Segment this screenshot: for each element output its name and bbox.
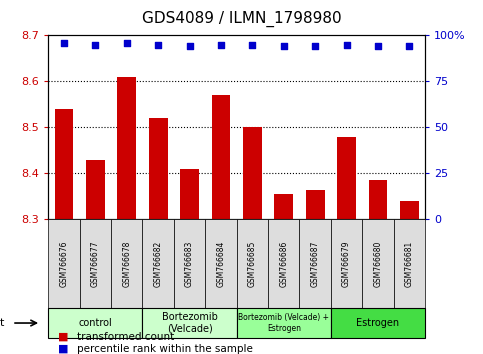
Bar — [243, 127, 262, 219]
Bar — [149, 118, 168, 219]
Point — [343, 42, 351, 47]
Bar — [212, 95, 230, 219]
Text: GSM766678: GSM766678 — [122, 240, 131, 287]
Text: agent: agent — [0, 318, 5, 328]
Point — [123, 40, 131, 46]
Point — [249, 42, 256, 47]
Bar — [306, 189, 325, 219]
Text: transformed count: transformed count — [77, 332, 174, 342]
Bar — [55, 109, 73, 219]
Text: control: control — [79, 318, 112, 328]
Text: ■: ■ — [58, 332, 69, 342]
Bar — [400, 201, 419, 219]
Bar — [369, 180, 387, 219]
Point — [374, 44, 382, 49]
Text: GDS4089 / ILMN_1798980: GDS4089 / ILMN_1798980 — [142, 11, 341, 27]
Point — [217, 42, 225, 47]
Text: Bortezomib
(Velcade): Bortezomib (Velcade) — [162, 312, 217, 334]
Text: GSM766679: GSM766679 — [342, 240, 351, 287]
Bar — [337, 137, 356, 219]
Text: percentile rank within the sample: percentile rank within the sample — [77, 344, 253, 354]
Bar — [180, 169, 199, 219]
Point — [312, 44, 319, 49]
Text: Bortezomib (Velcade) +
Estrogen: Bortezomib (Velcade) + Estrogen — [238, 313, 329, 333]
Bar — [274, 194, 293, 219]
Text: GSM766682: GSM766682 — [154, 241, 163, 287]
Text: GSM766683: GSM766683 — [185, 240, 194, 287]
Bar — [86, 160, 105, 219]
Text: GSM766677: GSM766677 — [91, 240, 100, 287]
Text: ■: ■ — [58, 344, 69, 354]
Point — [280, 44, 288, 49]
Point — [92, 42, 99, 47]
Bar — [117, 77, 136, 219]
Point — [155, 42, 162, 47]
Text: GSM766684: GSM766684 — [216, 240, 226, 287]
Text: Estrogen: Estrogen — [356, 318, 399, 328]
Point — [60, 40, 68, 46]
Text: GSM766676: GSM766676 — [59, 240, 69, 287]
Point — [186, 44, 194, 49]
Text: GSM766680: GSM766680 — [373, 240, 383, 287]
Text: GSM766686: GSM766686 — [279, 240, 288, 287]
Text: GSM766685: GSM766685 — [248, 240, 257, 287]
Text: GSM766681: GSM766681 — [405, 241, 414, 287]
Point — [406, 44, 413, 49]
Text: GSM766687: GSM766687 — [311, 240, 320, 287]
